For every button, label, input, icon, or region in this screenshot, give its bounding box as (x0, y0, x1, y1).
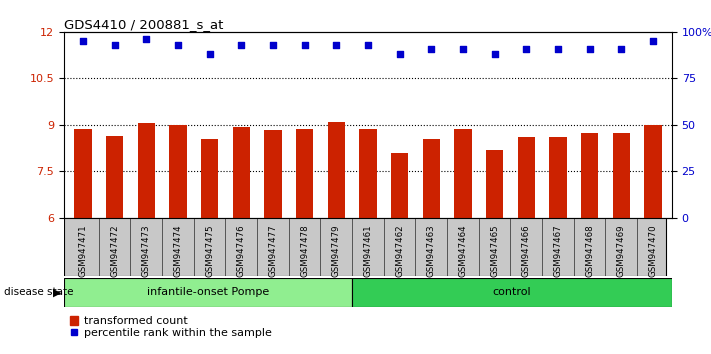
Point (616, 46, 627, 51)
Point (267, 42, 279, 48)
Text: GSM947475: GSM947475 (205, 225, 214, 277)
Bar (518, 137, 535, 218)
Point (299, 42, 310, 48)
Point (362, 42, 374, 48)
Point (204, 51, 215, 57)
Text: GSM947464: GSM947464 (459, 225, 467, 277)
Text: GSM947477: GSM947477 (269, 225, 277, 277)
Text: GSM947478: GSM947478 (300, 225, 309, 277)
Bar (201, 139, 218, 218)
Point (552, 46, 564, 51)
Bar (74, 130, 92, 218)
Bar (359, 129, 377, 218)
Bar (422, 139, 440, 218)
Point (109, 42, 120, 48)
Bar (264, 130, 282, 218)
Text: GSM947467: GSM947467 (553, 225, 562, 277)
Bar (613, 133, 630, 218)
Text: GSM947472: GSM947472 (110, 225, 119, 277)
Point (489, 51, 501, 57)
Bar (64, 278, 352, 307)
Bar (486, 150, 503, 218)
Text: GSM947471: GSM947471 (78, 225, 87, 277)
Bar (328, 122, 345, 218)
Bar (454, 130, 471, 218)
Text: disease state: disease state (4, 287, 73, 297)
Bar (232, 127, 250, 218)
Text: GSM947462: GSM947462 (395, 225, 404, 277)
Text: GSM947476: GSM947476 (237, 225, 246, 277)
Bar (352, 278, 672, 307)
Point (331, 42, 342, 48)
Text: GSM947479: GSM947479 (332, 225, 341, 277)
Point (584, 46, 595, 51)
Point (172, 42, 183, 48)
Text: control: control (493, 287, 531, 297)
Point (520, 46, 532, 51)
Text: GSM947468: GSM947468 (585, 225, 594, 277)
Bar (644, 125, 662, 218)
Text: GSM947473: GSM947473 (141, 225, 151, 277)
Point (235, 42, 247, 48)
Bar (296, 129, 314, 218)
Text: ▶: ▶ (53, 287, 62, 297)
Bar (391, 153, 408, 218)
Text: GSM947465: GSM947465 (490, 225, 499, 277)
Text: GSM947474: GSM947474 (173, 225, 183, 277)
Text: GSM947469: GSM947469 (616, 225, 626, 277)
Point (77, 38, 89, 44)
Bar (106, 136, 123, 218)
Point (457, 46, 469, 51)
Bar (549, 137, 567, 218)
Text: GSM947466: GSM947466 (522, 225, 530, 277)
Point (141, 36, 152, 42)
Bar (581, 132, 598, 218)
Point (394, 51, 405, 57)
Bar (138, 123, 155, 218)
Text: GSM947470: GSM947470 (648, 225, 658, 277)
Text: GSM947461: GSM947461 (363, 225, 373, 277)
Point (647, 38, 658, 44)
Bar (169, 125, 187, 218)
Text: infantile-onset Pompe: infantile-onset Pompe (147, 287, 269, 297)
Legend: transformed count, percentile rank within the sample: transformed count, percentile rank withi… (70, 316, 272, 338)
Text: GDS4410 / 200881_s_at: GDS4410 / 200881_s_at (64, 18, 223, 31)
Text: GSM947463: GSM947463 (427, 225, 436, 277)
Point (426, 46, 437, 51)
